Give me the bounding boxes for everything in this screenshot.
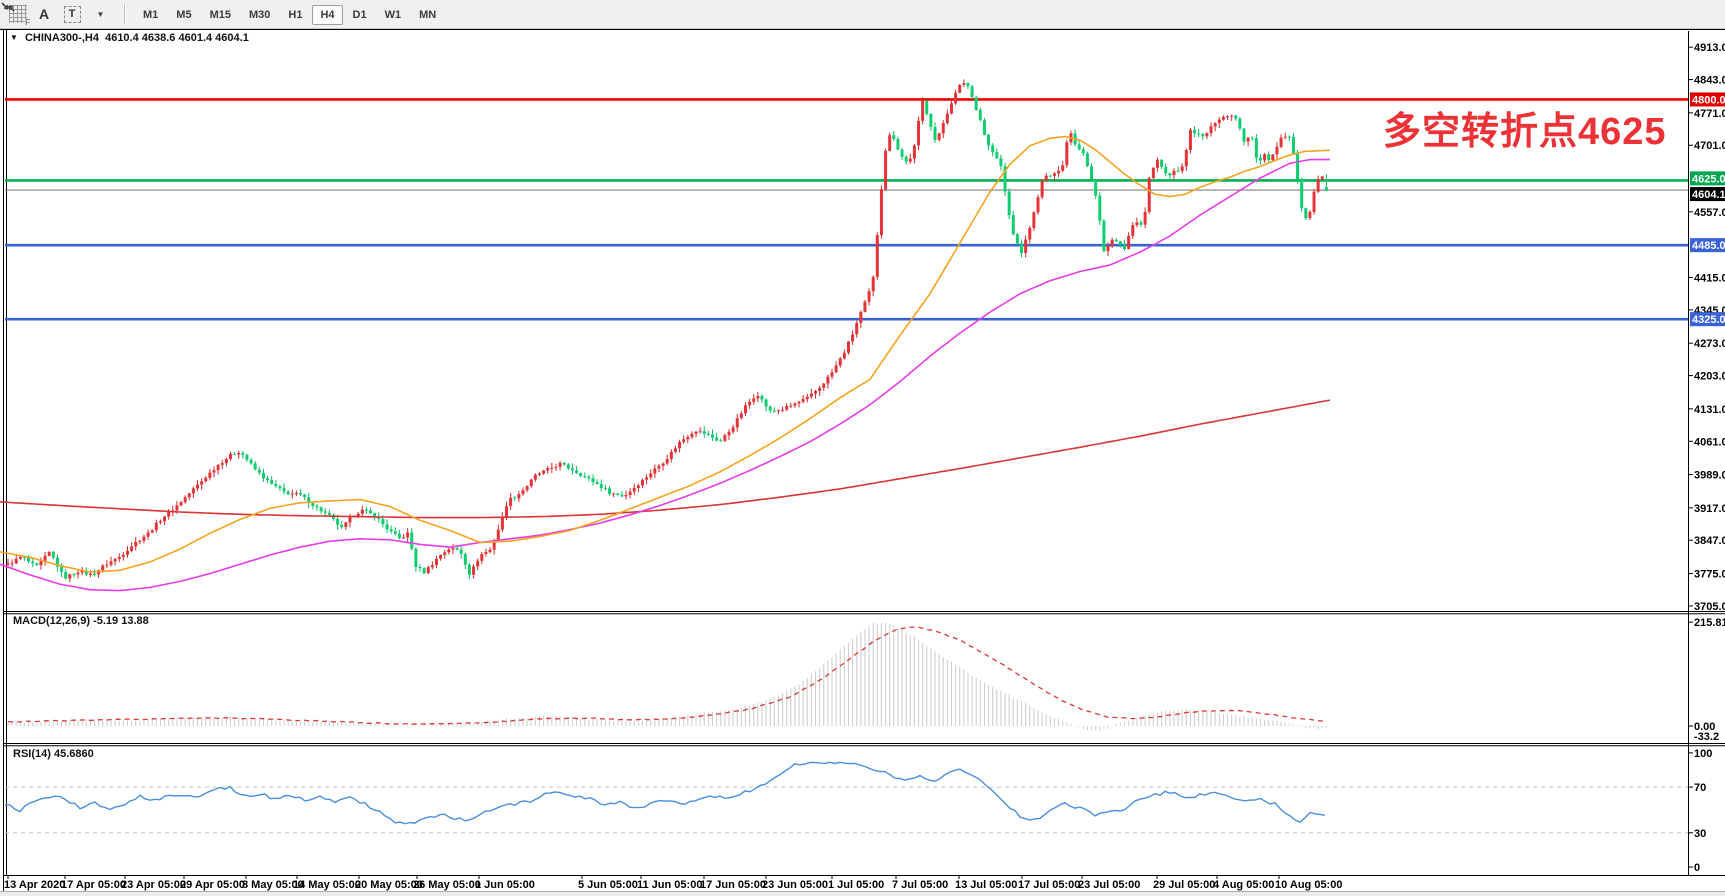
toolbar-separator [124, 4, 126, 24]
price-axis-label: 3847.0 [1694, 535, 1725, 547]
price-axis-label: 3775.0 [1694, 569, 1725, 581]
tf-button-mn[interactable]: MN [419, 9, 437, 21]
time-axis-label: 13 Jul 05:00 [955, 879, 1017, 891]
time-axis-label: 11 Jun 05:00 [637, 879, 702, 891]
price-axis-label: 4913.0 [1694, 42, 1725, 54]
price-badge-label: 4325.0 [1692, 314, 1725, 326]
ohlc-values: 4610.4 4638.6 4601.4 4604.1 [105, 32, 249, 44]
time-axis-label: 29 Jul 05:00 [1153, 879, 1215, 891]
rsi-indicator-value: 45.6860 [53, 748, 94, 760]
macd-axis-label: -33.2 [1694, 731, 1719, 743]
candles-layer [6, 79, 1328, 583]
price-axis-label: 4701.0 [1694, 140, 1725, 152]
text-tool-icon[interactable]: A [38, 6, 50, 22]
time-axis-label: 14 May 05:00 [293, 879, 361, 891]
tf-button-h4[interactable]: H4 [312, 5, 343, 25]
price-axis-label: 4203.0 [1694, 371, 1725, 383]
macd-panel [7, 623, 1327, 731]
rsi-panel [4, 761, 1688, 834]
rsi-axis-label: 30 [1694, 828, 1706, 840]
rsi-axis-label: 70 [1694, 782, 1706, 794]
rsi-axis-label: 0 [1694, 862, 1700, 874]
tf-button-d1[interactable]: D1 [352, 9, 367, 21]
chart-title[interactable]: ▼ CHINA300-,H4 4610.4 4638.6 4601.4 4604… [10, 32, 249, 44]
rsi-panel-label: RSI(14) 45.6860 [13, 748, 94, 760]
time-axis-label: 1 Jul 05:00 [828, 879, 884, 891]
price-axis-label: 3917.0 [1694, 503, 1725, 515]
price-axis-label: 4557.0 [1694, 207, 1725, 219]
tf-button-h1[interactable]: H1 [288, 9, 303, 21]
chart-text-annotation[interactable]: 多空转折点4625 [1383, 111, 1667, 153]
chart-frame [0, 29, 1725, 896]
tf-button-m15[interactable]: M15 [209, 9, 231, 21]
price-axis-label: 4131.0 [1694, 404, 1725, 416]
tf-button-m1[interactable]: M1 [143, 9, 159, 21]
price-badge-label: 4625.0 [1692, 173, 1725, 185]
time-axis-label: 1 Jun 05:00 [475, 879, 535, 891]
diagonal-arrows-icon [1, 2, 15, 12]
price-axis-label: 4273.0 [1694, 338, 1725, 350]
symbol-period-label: CHINA300-,H4 [24, 32, 99, 44]
price-axis[interactable]: 4913.04843.04771.04701.04557.04415.04345… [1689, 42, 1725, 613]
price-badge-label: 4604.1 [1692, 189, 1725, 201]
tf-button-m30[interactable]: M30 [248, 9, 271, 21]
time-axis-label: 7 Jul 05:00 [892, 879, 948, 891]
time-axis-label: 20 May 05:00 [355, 879, 423, 891]
text-label-glyph: T [63, 5, 81, 23]
chevron-down-icon[interactable]: ▼ [10, 33, 18, 42]
text-label-tool-icon[interactable]: T [61, 3, 83, 25]
time-axis-label: 23 Jul 05:00 [1078, 879, 1140, 891]
price-axis-label: 3705.0 [1694, 601, 1725, 613]
time-axis-label: 23 Jun 05:00 [762, 879, 828, 891]
time-axis-label: 10 Aug 05:00 [1275, 879, 1342, 891]
macd-axis-label: 215.81 [1694, 617, 1725, 629]
macd-indicator-values: -5.19 13.88 [93, 615, 149, 627]
price-axis-label: 3989.0 [1694, 470, 1725, 482]
grid-template-icon-label: F [25, 18, 30, 27]
moving-averages-layer [0, 135, 1331, 592]
price-axis-label: 4771.0 [1694, 108, 1725, 120]
price-badge-label: 4485.0 [1692, 240, 1725, 252]
price-axis-label: 4061.0 [1694, 436, 1725, 448]
tf-button-w1[interactable]: W1 [384, 9, 402, 21]
rsi-axis[interactable]: 100 70 30 0 [1689, 748, 1712, 874]
price-axis-label: 4843.0 [1694, 75, 1725, 87]
macd-indicator-name: MACD(12,26,9) [13, 615, 91, 627]
time-axis-label: 26 May 05:00 [413, 879, 481, 891]
macd-axis-label: 0.00 [1694, 721, 1715, 733]
macd-axis[interactable]: 215.81 0.00-33.2 [1689, 617, 1725, 743]
price-badge-label: 4800.0 [1692, 94, 1725, 106]
time-axis-label: 4 Aug 05:00 [1213, 879, 1274, 891]
time-axis-label: 5 Jun 05:00 [578, 879, 638, 891]
time-axis-label: 8 May 05:00 [242, 879, 304, 891]
time-axis-label: 23 Apr 05:00 [121, 879, 186, 891]
tf-button-m5[interactable]: M5 [176, 9, 192, 21]
timeframe-button-group: M1 M5 M15 M30 H1 H4 D1 W1 MN [134, 5, 445, 25]
time-axis-label: 17 Apr 05:00 [61, 879, 126, 891]
rsi-indicator-name: RSI(14) [13, 748, 51, 760]
object-tools-dropdown[interactable]: ▼ [1, 2, 111, 25]
time-axis-label: 17 Jun 05:00 [700, 879, 766, 891]
horizontal-lines [5, 98, 1688, 321]
chevron-down-icon: ▼ [96, 9, 105, 19]
rsi-axis-label: 100 [1694, 748, 1712, 760]
price-axis-label: 4415.0 [1694, 273, 1725, 285]
macd-panel-label: MACD(12,26,9) -5.19 13.88 [13, 615, 149, 627]
time-axis-label: 13 Apr 2020 [4, 879, 65, 891]
time-axis-label: 29 Apr 05:00 [180, 879, 245, 891]
time-axis-label: 17 Jul 05:00 [1018, 879, 1080, 891]
toolbar: F A T ▼ M1 M5 M15 M30 H1 H4 D1 W1 MN [0, 0, 1725, 29]
